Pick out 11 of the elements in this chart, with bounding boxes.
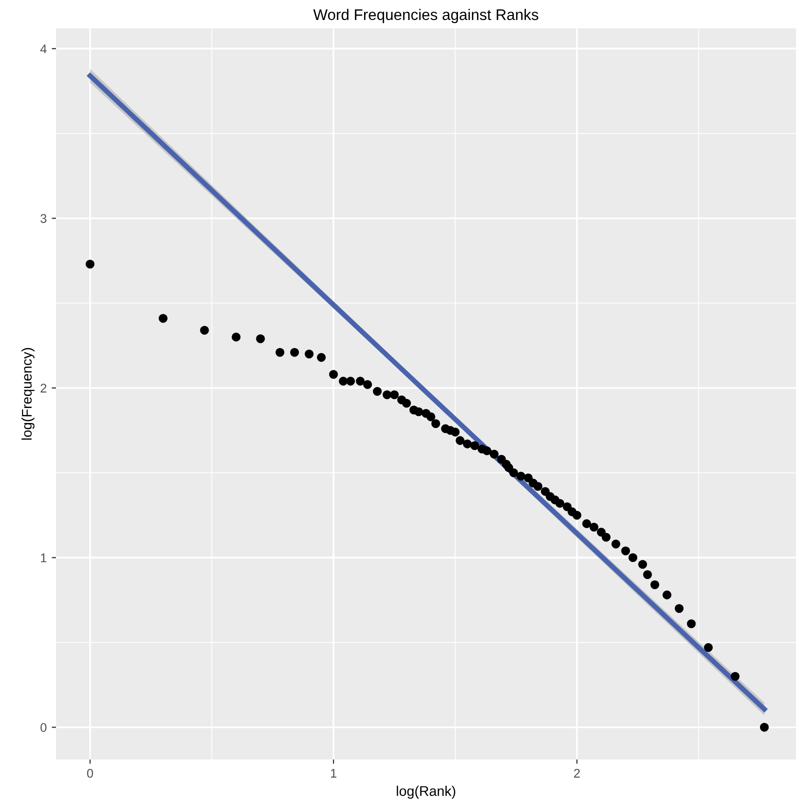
y-tick-label: 3 xyxy=(40,214,46,223)
y-tick-label: 2 xyxy=(40,384,46,392)
y-tick-label: 0 xyxy=(40,723,46,732)
x-axis-title: log(Rank) xyxy=(396,786,456,799)
y-axis-title: log(Frequency) xyxy=(22,348,34,440)
y-tick-label: 1 xyxy=(40,554,46,562)
x-tick-label: 0 xyxy=(87,768,94,778)
chart-title: Word Frequencies against Ranks xyxy=(313,8,538,24)
y-tick-label: 4 xyxy=(40,44,47,54)
x-tick-label: 1 xyxy=(330,769,336,778)
x-tick-label: 2 xyxy=(574,768,580,778)
